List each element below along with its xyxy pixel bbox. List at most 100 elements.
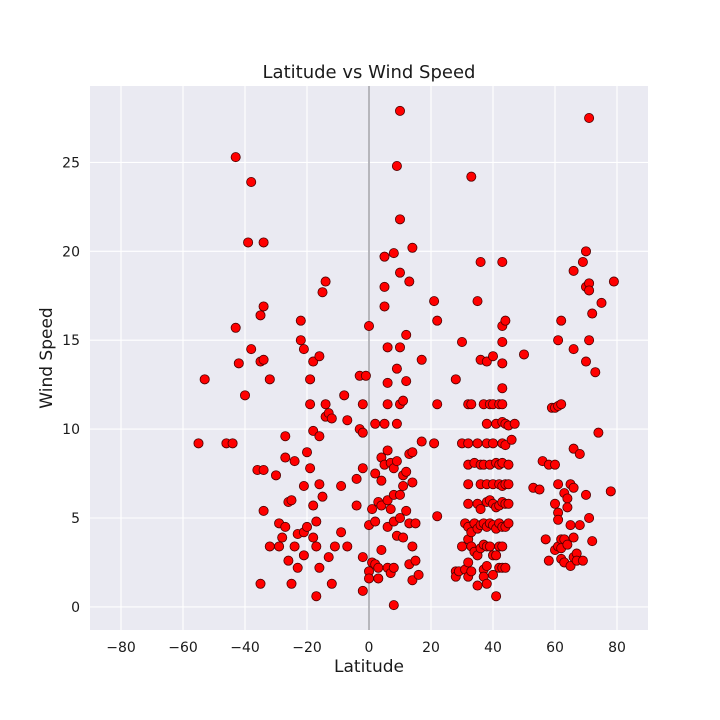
y-tick-labels: 0 5 10 15 20 25 xyxy=(62,155,80,615)
data-point xyxy=(379,281,390,292)
data-point xyxy=(199,374,210,385)
data-point xyxy=(401,376,412,387)
data-point xyxy=(540,534,551,545)
data-point xyxy=(587,536,598,547)
data-point xyxy=(370,418,381,429)
data-point xyxy=(401,466,412,477)
data-point xyxy=(391,160,402,171)
data-point xyxy=(584,513,595,524)
data-point xyxy=(394,105,405,116)
data-point xyxy=(311,591,322,602)
data-point xyxy=(357,463,368,474)
data-point xyxy=(407,447,418,458)
data-point xyxy=(314,479,325,490)
data-point xyxy=(432,511,443,522)
data-point xyxy=(556,315,567,326)
data-point xyxy=(286,495,297,506)
data-point xyxy=(227,438,238,449)
data-point xyxy=(475,256,486,267)
data-point xyxy=(320,399,331,410)
data-point xyxy=(503,518,514,529)
y-tick-label: 15 xyxy=(62,333,80,349)
data-point xyxy=(298,480,309,491)
x-tick-label: −80 xyxy=(106,640,136,656)
data-point xyxy=(574,448,585,459)
data-point xyxy=(519,349,530,360)
data-point xyxy=(497,399,508,410)
data-point xyxy=(308,532,319,543)
data-point xyxy=(534,484,545,495)
x-tick-labels: −80 −60 −40 −20 0 20 40 60 80 xyxy=(106,640,626,656)
data-point xyxy=(326,413,337,424)
data-point xyxy=(326,578,337,589)
data-point xyxy=(246,176,257,187)
data-point xyxy=(503,479,514,490)
data-point xyxy=(568,344,579,355)
data-point xyxy=(450,374,461,385)
data-point xyxy=(258,354,269,365)
data-point xyxy=(280,452,291,463)
data-point xyxy=(568,265,579,276)
data-point xyxy=(410,518,421,529)
data-point xyxy=(391,363,402,374)
data-point xyxy=(339,390,350,401)
data-point xyxy=(587,308,598,319)
data-point xyxy=(376,545,387,556)
data-point xyxy=(301,521,312,532)
data-point xyxy=(258,464,269,475)
data-point xyxy=(336,527,347,538)
data-point xyxy=(298,550,309,561)
data-point xyxy=(258,301,269,312)
data-point xyxy=(475,504,486,515)
data-point xyxy=(239,390,250,401)
data-point xyxy=(608,276,619,287)
data-point xyxy=(463,479,474,490)
data-point xyxy=(230,152,241,163)
data-point xyxy=(394,513,405,524)
data-point xyxy=(481,561,492,572)
data-point xyxy=(311,541,322,552)
data-point xyxy=(584,285,595,296)
data-point xyxy=(363,320,374,331)
data-point xyxy=(407,541,418,552)
data-point xyxy=(311,516,322,527)
data-point xyxy=(320,276,331,287)
data-point xyxy=(484,541,495,552)
data-point xyxy=(407,477,418,488)
data-point xyxy=(295,335,306,346)
data-point xyxy=(491,550,502,561)
data-point xyxy=(553,479,564,490)
x-tick-label: −40 xyxy=(230,640,260,656)
data-point xyxy=(370,516,381,527)
x-tick-label: 60 xyxy=(546,640,564,656)
data-point xyxy=(509,418,520,429)
data-point xyxy=(432,315,443,326)
data-point xyxy=(394,342,405,353)
data-point xyxy=(487,351,498,362)
data-point xyxy=(379,418,390,429)
data-point xyxy=(388,248,399,259)
data-point xyxy=(314,431,325,442)
data-point xyxy=(605,486,616,497)
data-point xyxy=(456,336,467,347)
data-point xyxy=(596,297,607,308)
data-point xyxy=(394,489,405,500)
data-points xyxy=(193,105,619,611)
data-point xyxy=(574,520,585,531)
data-point xyxy=(413,569,424,580)
data-point xyxy=(553,514,564,525)
data-point xyxy=(401,505,412,516)
data-point xyxy=(280,521,291,532)
x-axis-label: Latitude xyxy=(334,657,404,677)
x-tick-label: −60 xyxy=(168,640,198,656)
data-point xyxy=(308,500,319,511)
data-point xyxy=(550,459,561,470)
data-point xyxy=(398,480,409,491)
data-point xyxy=(258,505,269,516)
data-point xyxy=(382,399,393,410)
data-point xyxy=(373,573,384,584)
data-point xyxy=(463,438,474,449)
data-point xyxy=(463,557,474,568)
